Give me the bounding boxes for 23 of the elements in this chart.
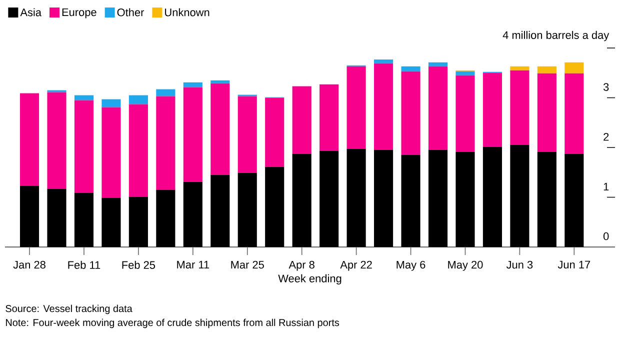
y-tick-label: 2 [604,133,609,141]
x-axis-title: Week ending [278,274,342,284]
x-tick-label: Feb 11 [68,260,100,269]
x-tick-label: Mar 25 [231,260,264,269]
x-tick-label: Mar 11 [177,260,210,268]
legend-label: Unknown [165,8,210,16]
source-note: Source: Vessel tracking data [6,304,132,314]
y-tick-label: 3 [603,83,609,91]
x-tick-label: Jun 17 [558,260,590,268]
x-tick-label: Apr 8 [288,260,314,271]
y-tick-label: 1 [604,182,609,190]
x-tick-label: May 6 [396,260,426,271]
legend-label: Asia [20,8,42,16]
text: Note: Four-week moving average of crude shipments from all Russian ports [6,318,340,328]
x-tick-label: Jan 28 [13,260,46,269]
x-tick-label: Jun 3 [506,260,533,269]
x-tick-label: Apr 22 [340,260,372,271]
legend-label: Other [117,8,144,16]
x-tick-label: May 20 [448,260,483,271]
y-tick-label: 0 [603,232,609,240]
x-tick-label: Feb 25 [122,260,156,269]
legend-label: Europe [62,8,96,18]
y-tick-label: 4 million barrels a day [502,30,610,42]
